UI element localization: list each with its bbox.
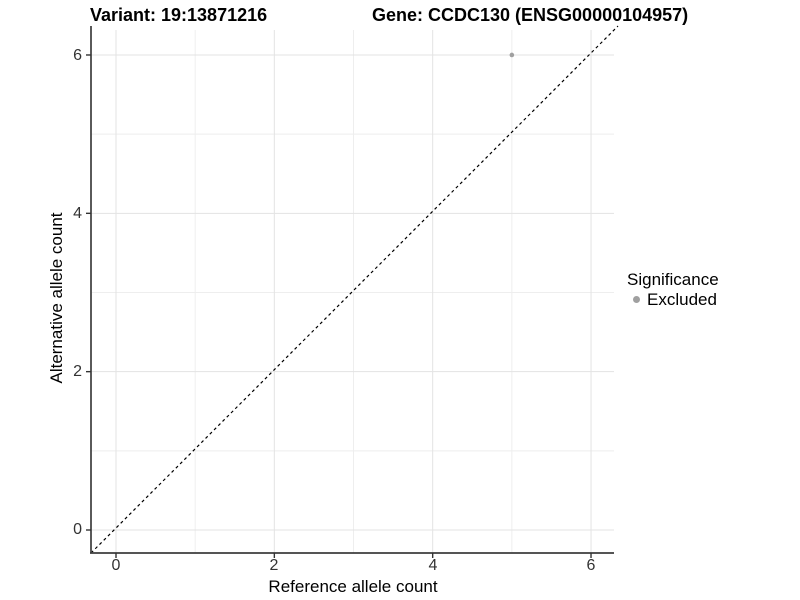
x-tick-label-2: 2 [269, 557, 279, 574]
legend-item-excluded: Excluded [627, 290, 719, 309]
x-axis-title: Reference allele count [268, 577, 438, 596]
y-tick-label-2: 2 [73, 363, 82, 380]
legend-item-label: Excluded [647, 290, 717, 309]
y-tick-label-6: 6 [73, 47, 82, 64]
x-tick-label-4: 4 [428, 557, 438, 574]
y-tick-label-4: 4 [73, 205, 82, 222]
plot-title-variant: Variant: 19:13871216 [90, 5, 268, 25]
x-tick-label-6: 6 [586, 557, 596, 574]
legend-point-icon [633, 296, 640, 303]
y-tick-label-0: 0 [73, 521, 82, 538]
y-axis-title: Alternative allele count [47, 212, 66, 384]
data-point [509, 52, 515, 58]
plot-title-gene: Gene: CCDC130 (ENSG00000104957) [372, 5, 689, 25]
identity-reference-line [90, 25, 619, 554]
x-tick-label-0: 0 [111, 557, 121, 574]
legend-title: Significance [627, 270, 719, 289]
legend: Significance Excluded [627, 270, 719, 309]
